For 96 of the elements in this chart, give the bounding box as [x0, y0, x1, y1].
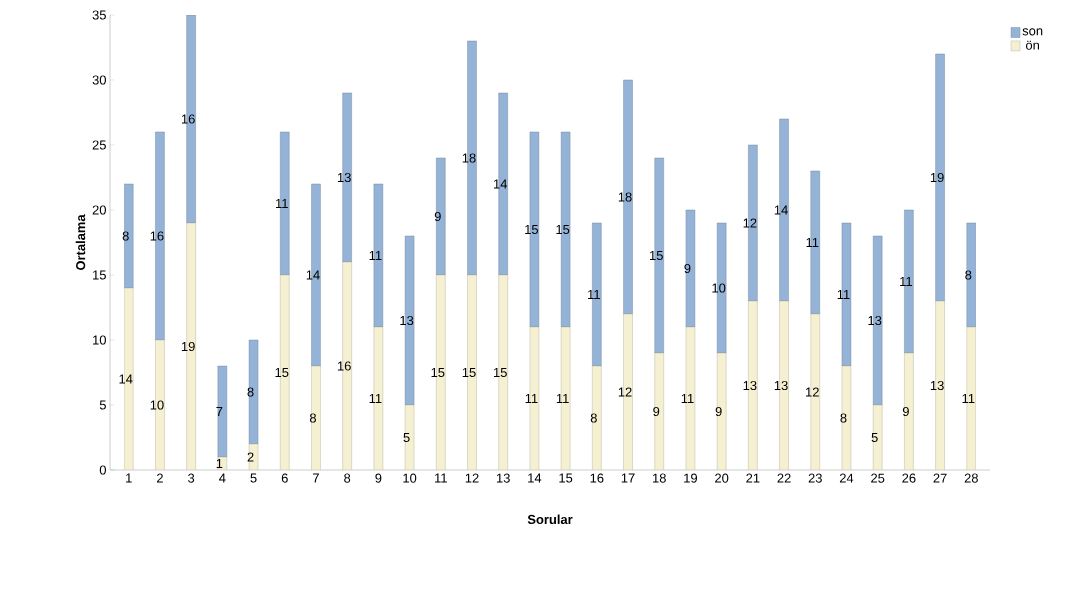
data-label: 9: [434, 211, 441, 222]
data-label: 10: [150, 400, 164, 410]
x-tick-label: 23: [808, 473, 822, 483]
x-tick-label: 14: [528, 473, 542, 483]
y-tick-label: 20: [92, 205, 106, 215]
data-label: 14: [119, 374, 133, 384]
data-label: 14: [306, 270, 320, 280]
data-label: 5: [871, 432, 878, 443]
data-label: 11: [369, 394, 382, 403]
data-label: 8: [247, 387, 254, 397]
data-label: 13: [337, 172, 351, 183]
data-label: 15: [650, 250, 663, 261]
x-tick-label: 17: [621, 473, 635, 483]
data-label: 11: [369, 251, 382, 260]
x-tick-label: 13: [496, 473, 510, 483]
data-label: 8: [122, 231, 129, 241]
data-label: 15: [556, 224, 570, 235]
y-tick-label: 25: [92, 140, 106, 150]
x-tick-label: 25: [871, 473, 885, 483]
data-label: 13: [774, 380, 788, 391]
data-label: 14: [493, 179, 508, 189]
data-label: 19: [181, 341, 195, 352]
data-label: 11: [837, 290, 850, 299]
x-tick-label: 7: [313, 473, 319, 483]
x-tick-label: 3: [188, 473, 195, 483]
x-tick-label: 22: [777, 473, 791, 483]
y-tick-label: 0: [99, 465, 106, 475]
data-label: 11: [588, 290, 600, 299]
x-tick-label: 9: [375, 473, 382, 483]
data-label: 12: [743, 218, 757, 228]
data-label: 12: [618, 387, 632, 397]
data-label: 11: [556, 394, 569, 403]
data-label: 15: [275, 367, 289, 378]
y-axis-title: Ortalama: [75, 214, 86, 271]
data-label: 15: [493, 367, 507, 378]
data-label: 1: [216, 459, 223, 468]
x-tick-label: 6: [281, 473, 288, 483]
data-label: 8: [590, 413, 597, 423]
data-label: 8: [840, 413, 847, 423]
legend-label: son: [1022, 28, 1043, 36]
y-tick-label: 30: [92, 75, 106, 85]
data-label: 11: [525, 394, 538, 403]
data-label: 15: [525, 224, 539, 235]
x-tick-label: 19: [684, 473, 698, 483]
data-label: 9: [715, 406, 722, 417]
data-label: 11: [681, 394, 694, 403]
data-label: 10: [712, 283, 726, 293]
x-tick-label: 20: [715, 473, 729, 483]
data-label: 12: [806, 387, 819, 397]
x-tick-label: 16: [590, 473, 604, 483]
x-tick-label: 11: [435, 473, 447, 483]
data-label: 8: [965, 270, 972, 280]
x-tick-label: 4: [219, 473, 226, 483]
x-tick-label: 12: [465, 473, 479, 483]
x-tick-label: 15: [559, 473, 573, 483]
data-label: 14: [774, 205, 788, 215]
x-tick-label: 24: [839, 473, 854, 483]
data-label: 13: [868, 315, 882, 326]
y-tick-label: 15: [93, 270, 106, 280]
data-label: 13: [930, 380, 944, 391]
data-label: 11: [962, 394, 975, 403]
y-tick-label: 10: [93, 335, 106, 345]
data-label: 16: [337, 361, 351, 371]
data-label: 16: [181, 114, 195, 124]
data-label: 15: [431, 367, 445, 378]
data-label: 13: [400, 315, 414, 326]
x-tick-label: 1: [126, 473, 132, 483]
data-label: 15: [462, 367, 476, 378]
x-tick-label: 26: [902, 473, 916, 483]
x-tick-label: 28: [964, 473, 978, 483]
data-label: 16: [150, 231, 164, 241]
data-label: 7: [216, 407, 223, 416]
data-label: 19: [930, 172, 944, 183]
x-tick-label: 21: [746, 473, 760, 483]
legend-label: ön: [1025, 40, 1039, 50]
data-label: 18: [462, 153, 476, 163]
x-tick-label: 2: [156, 473, 163, 483]
x-tick-label: 18: [653, 473, 666, 483]
data-label: 18: [618, 192, 632, 202]
data-label: 9: [653, 406, 660, 417]
y-tick-label: 35: [92, 10, 106, 20]
x-tick-label: 5: [250, 473, 257, 483]
data-label: 11: [806, 238, 819, 247]
data-label: 9: [902, 406, 909, 417]
x-tick-label: 10: [403, 473, 417, 483]
x-axis-title: Sorular: [527, 514, 573, 525]
data-label: 5: [403, 432, 410, 443]
data-label: 8: [309, 413, 316, 423]
data-label: 13: [743, 380, 757, 391]
data-label: 9: [684, 263, 691, 274]
data-label: 11: [276, 199, 288, 208]
x-tick-label: 8: [344, 473, 351, 483]
y-tick-label: 5: [99, 400, 106, 410]
x-tick-label: 27: [933, 473, 947, 483]
data-label: 2: [247, 452, 254, 462]
data-label: 11: [900, 277, 912, 286]
